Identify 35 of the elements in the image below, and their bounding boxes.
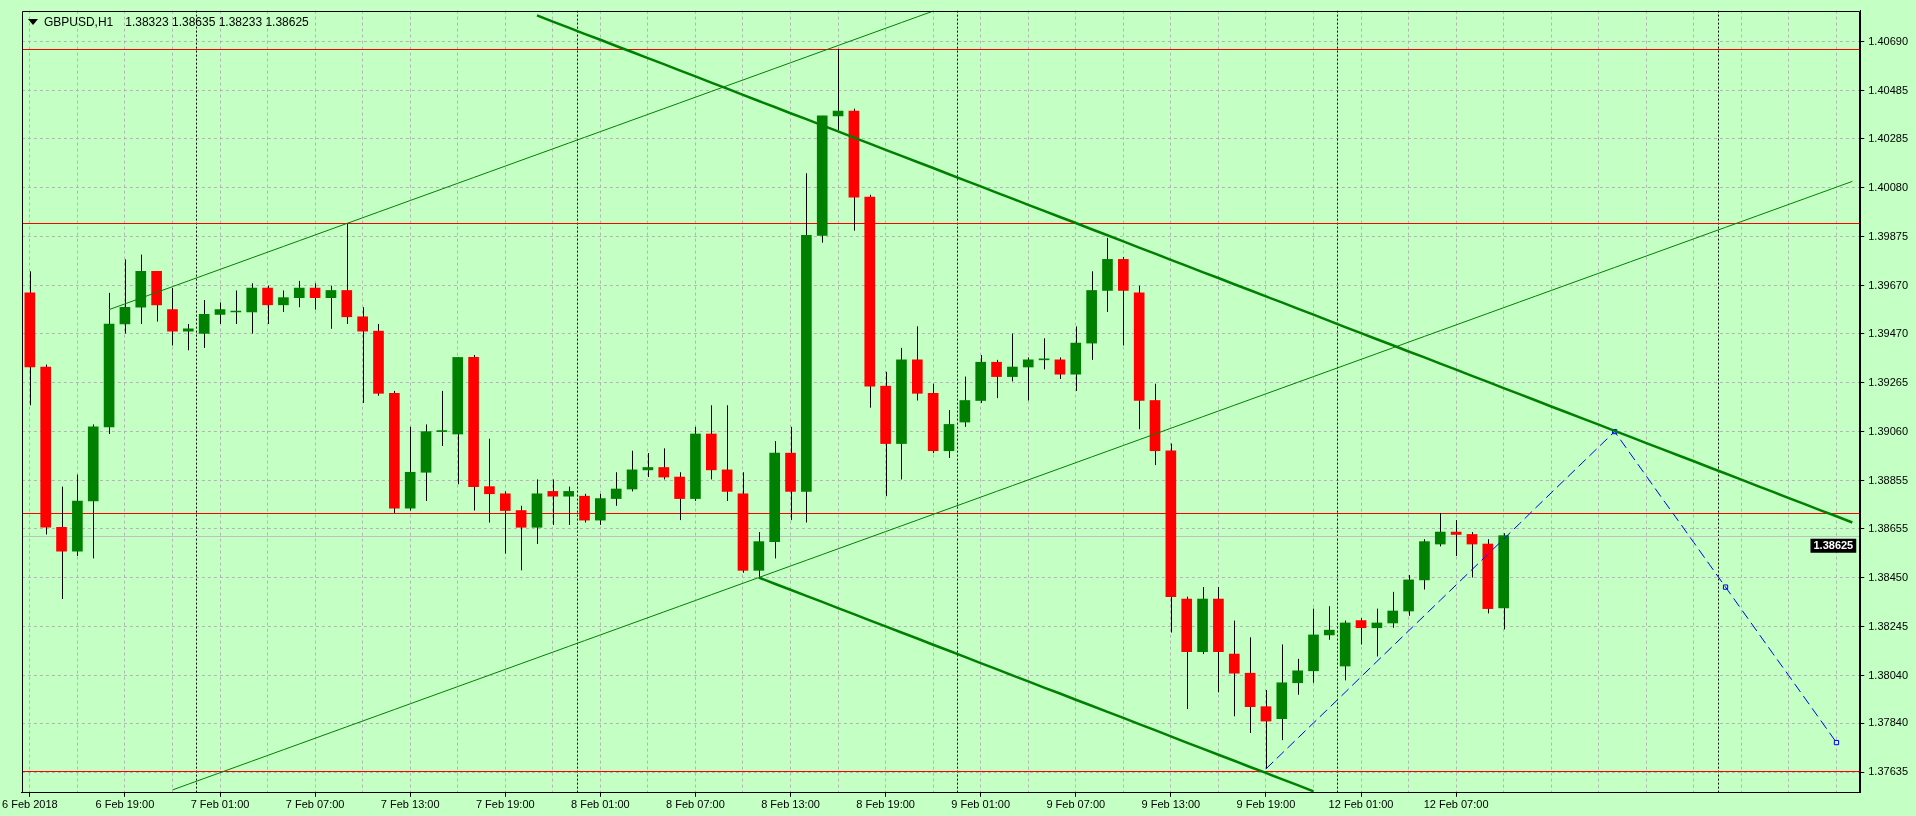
x-tick-label: 9 Feb 13:00	[1141, 798, 1201, 811]
x-tick-label: 12 Feb 07:00	[1423, 798, 1489, 811]
x-tick-label: 9 Feb 01:00	[951, 798, 1011, 811]
y-tick-label: 1.38245	[1868, 619, 1908, 632]
y-tick-label: 1.37840	[1868, 716, 1908, 729]
y-tick-label: 1.38655	[1868, 521, 1908, 534]
x-tick-label: 8 Feb 07:00	[666, 798, 725, 811]
y-tick-label: 1.39470	[1868, 326, 1908, 339]
ref-line-label: 1.38625	[1813, 539, 1854, 552]
y-tick-label: 1.40485	[1868, 83, 1908, 96]
x-tick-label: 8 Feb 13:00	[761, 798, 820, 811]
y-tick-label: 1.40690	[1868, 34, 1908, 47]
y-tick-label: 1.37635	[1868, 765, 1908, 778]
y-tick-label: 1.39265	[1868, 375, 1908, 388]
y-tick-label: 1.40080	[1868, 180, 1908, 193]
x-tick-label: 9 Feb 07:00	[1046, 798, 1106, 811]
y-tick-label: 1.38450	[1868, 570, 1908, 583]
x-tick-label: 12 Feb 01:00	[1328, 798, 1394, 811]
y-tick-label: 1.38855	[1868, 473, 1908, 486]
y-tick-label: 1.38040	[1868, 668, 1908, 681]
y-tick-label: 1.40285	[1868, 131, 1908, 144]
x-tick-label: 8 Feb 01:00	[571, 798, 630, 811]
x-tick-label: 7 Feb 19:00	[475, 798, 535, 811]
x-tick-label: 8 Feb 19:00	[856, 798, 915, 811]
x-tick-label: 9 Feb 19:00	[1236, 798, 1296, 811]
x-tick-label: 7 Feb 07:00	[285, 798, 345, 811]
x-tick-label: 7 Feb 01:00	[190, 798, 250, 811]
y-tick-label: 1.39875	[1868, 229, 1908, 242]
y-tick-label: 1.39670	[1868, 278, 1908, 291]
y-tick-label: 1.39060	[1868, 424, 1908, 437]
x-tick-label: 7 Feb 13:00	[380, 798, 440, 811]
x-tick-label: 6 Feb 19:00	[95, 798, 155, 811]
x-tick-label: 6 Feb 2018	[2, 798, 58, 811]
chart-subtitle: 1.38323 1.38635 1.38233 1.38625	[125, 14, 309, 29]
chart-title: GBPUSD,H1	[43, 14, 114, 29]
